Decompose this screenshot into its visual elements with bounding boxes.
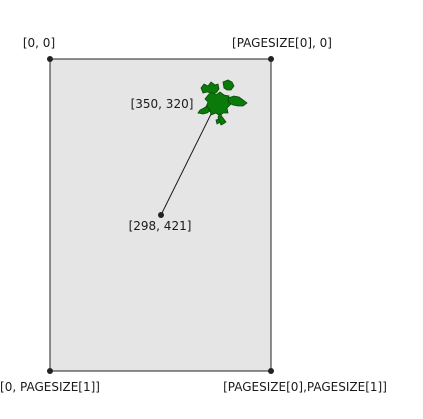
corner-dot-top-left — [47, 56, 53, 62]
connector-line — [160, 103, 217, 216]
green-splat-icon — [197, 79, 248, 126]
corner-label-bottom-left: [0, PAGESIZE[1]] — [0, 380, 100, 394]
origin-point-dot — [158, 212, 164, 218]
corner-dot-bottom-right — [268, 368, 274, 374]
corner-dot-top-right — [268, 56, 274, 62]
corner-label-top-right: [PAGESIZE[0], 0] — [232, 36, 332, 50]
corner-label-bottom-right: [PAGESIZE[0],PAGESIZE[1]] — [223, 380, 387, 394]
corner-dot-bottom-left — [47, 368, 53, 374]
target-point-label: [350, 320] — [131, 97, 194, 111]
corner-label-top-left: [0, 0] — [23, 36, 55, 50]
origin-point-label: [298, 421] — [129, 219, 192, 233]
